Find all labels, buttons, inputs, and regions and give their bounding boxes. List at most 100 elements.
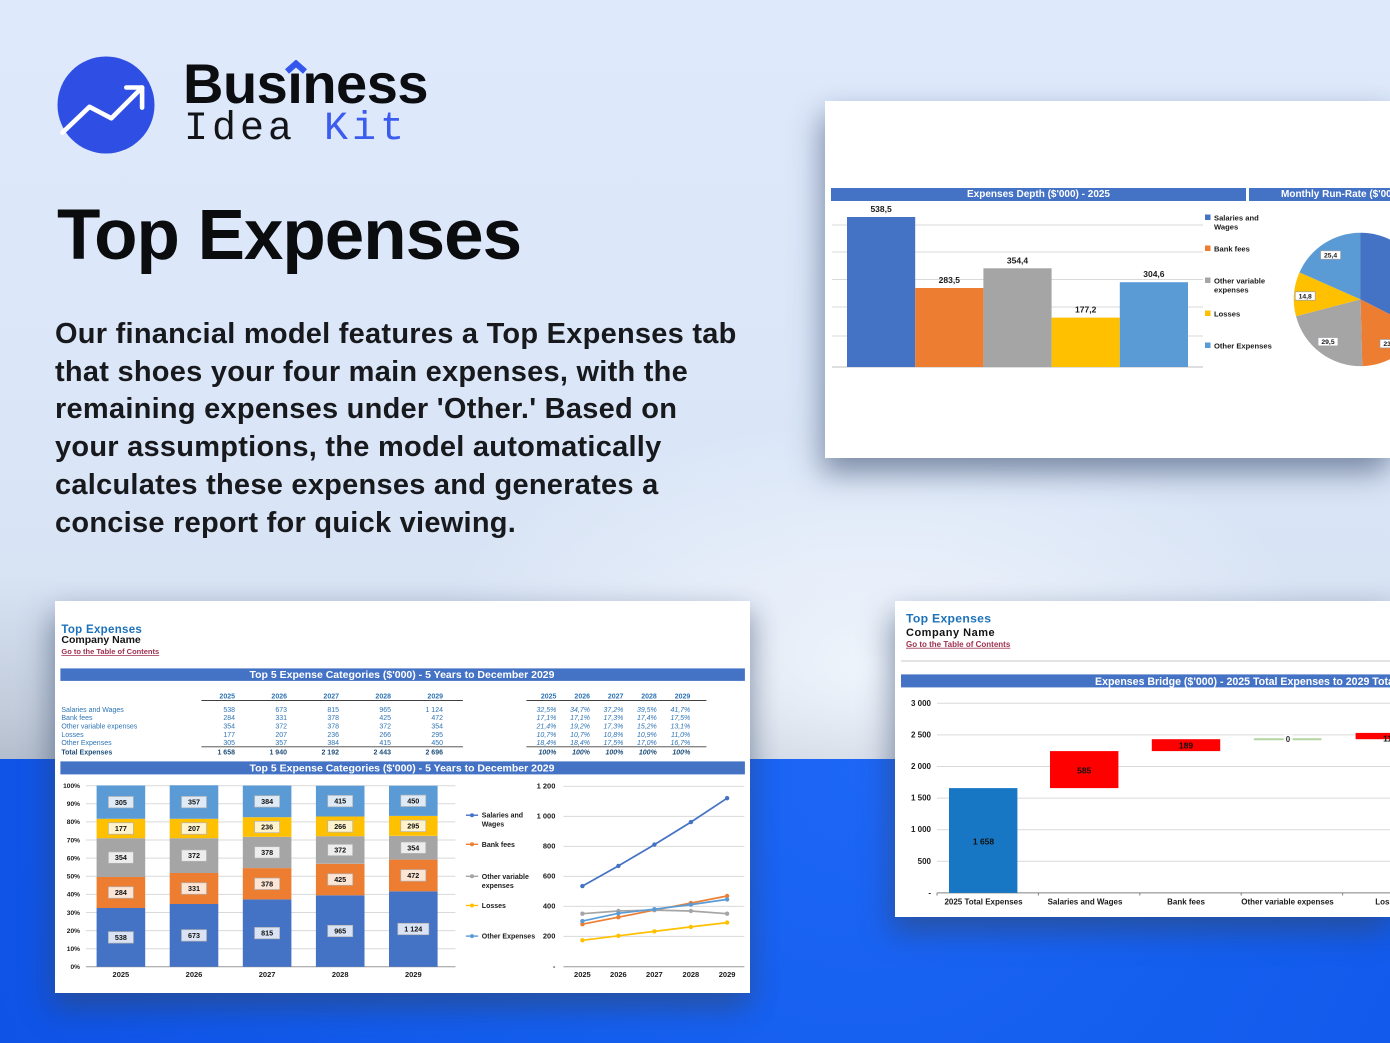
svg-text:1 658: 1 658 [973, 837, 995, 847]
svg-text:100%: 100% [63, 783, 80, 790]
svg-text:17,3%: 17,3% [604, 715, 624, 722]
svg-text:Company Name: Company Name [61, 634, 141, 646]
svg-text:2029: 2029 [675, 694, 691, 701]
svg-text:30%: 30% [67, 910, 80, 917]
svg-text:Losses: Losses [1375, 898, 1390, 907]
svg-text:2025: 2025 [113, 970, 130, 979]
svg-text:expenses: expenses [1214, 286, 1249, 295]
svg-text:372: 372 [334, 846, 346, 855]
svg-text:Salaries and Wages: Salaries and Wages [1048, 898, 1123, 907]
svg-text:50%: 50% [67, 874, 80, 881]
svg-text:305: 305 [115, 798, 127, 807]
svg-text:372: 372 [188, 851, 200, 860]
svg-text:37,2%: 37,2% [604, 707, 624, 714]
svg-text:500: 500 [918, 857, 932, 866]
svg-text:207: 207 [275, 732, 287, 739]
svg-text:2027: 2027 [323, 694, 339, 701]
svg-text:2029: 2029 [719, 970, 736, 979]
svg-text:29,5: 29,5 [1321, 339, 1334, 346]
svg-text:354: 354 [431, 724, 443, 731]
svg-text:Other Expenses: Other Expenses [61, 740, 112, 747]
svg-text:815: 815 [261, 929, 273, 938]
svg-text:100%: 100% [672, 749, 691, 756]
svg-text:800: 800 [543, 842, 556, 851]
svg-text:673: 673 [275, 707, 287, 714]
svg-text:378: 378 [261, 848, 273, 857]
svg-text:357: 357 [188, 798, 200, 807]
svg-text:18,4%: 18,4% [570, 740, 590, 747]
svg-text:21,4%: 21,4% [536, 724, 557, 731]
svg-text:538: 538 [223, 707, 235, 714]
svg-text:425: 425 [379, 715, 391, 722]
svg-text:39,5%: 39,5% [637, 707, 657, 714]
svg-text:18,4%: 18,4% [537, 740, 557, 747]
svg-text:34,7%: 34,7% [570, 707, 590, 714]
svg-text:357: 357 [275, 740, 287, 747]
svg-text:13,1%: 13,1% [670, 724, 690, 731]
svg-text:Company Name: Company Name [906, 627, 995, 639]
svg-text:284: 284 [115, 888, 127, 897]
svg-text:-: - [553, 962, 556, 971]
svg-text:Top Expenses: Top Expenses [61, 624, 142, 636]
svg-text:965: 965 [379, 707, 391, 714]
svg-text:673: 673 [188, 931, 200, 940]
svg-text:Losses: Losses [482, 903, 506, 910]
svg-text:Top Expenses: Top Expenses [906, 612, 991, 626]
svg-text:2025: 2025 [574, 970, 591, 979]
svg-text:400: 400 [543, 902, 556, 911]
svg-text:2027: 2027 [608, 694, 624, 701]
svg-text:189: 189 [1179, 740, 1193, 750]
svg-text:10%: 10% [67, 946, 80, 953]
svg-text:17,5%: 17,5% [670, 715, 690, 722]
svg-text:expenses: expenses [482, 883, 514, 890]
svg-text:472: 472 [407, 871, 419, 880]
svg-text:17,1%: 17,1% [570, 715, 590, 722]
svg-text:1 124: 1 124 [404, 925, 422, 934]
svg-text:354: 354 [223, 724, 235, 731]
svg-text:16,7%: 16,7% [670, 740, 690, 747]
svg-text:538,5: 538,5 [870, 204, 892, 214]
svg-text:Other Expenses: Other Expenses [1214, 342, 1272, 351]
svg-text:2 696: 2 696 [425, 749, 443, 756]
svg-text:600: 600 [543, 872, 556, 881]
svg-text:100%: 100% [538, 749, 557, 756]
svg-text:15,2%: 15,2% [637, 724, 657, 731]
svg-text:41,7%: 41,7% [670, 707, 690, 714]
svg-text:1 658: 1 658 [217, 749, 235, 756]
svg-text:2028: 2028 [641, 694, 657, 701]
svg-text:17,4%: 17,4% [637, 715, 657, 722]
svg-text:2029: 2029 [427, 694, 443, 701]
svg-text:Other variable expenses: Other variable expenses [1241, 898, 1334, 907]
svg-text:2026: 2026 [186, 970, 203, 979]
svg-text:2028: 2028 [332, 970, 349, 979]
svg-text:266: 266 [379, 732, 391, 739]
svg-text:32,5%: 32,5% [537, 707, 557, 714]
svg-text:378: 378 [261, 879, 273, 888]
svg-text:100%: 100% [639, 749, 658, 756]
svg-text:1 200: 1 200 [537, 782, 556, 791]
svg-text:10,8%: 10,8% [604, 732, 624, 739]
svg-text:70%: 70% [67, 837, 80, 844]
svg-text:305: 305 [223, 740, 235, 747]
svg-text:2 443: 2 443 [373, 749, 391, 756]
svg-text:Wages: Wages [1214, 223, 1238, 232]
svg-text:Bank fees: Bank fees [1214, 245, 1250, 254]
svg-text:100%: 100% [605, 749, 624, 756]
svg-text:Other variable expenses: Other variable expenses [61, 724, 137, 731]
svg-text:Salaries and Wages: Salaries and Wages [61, 707, 124, 714]
svg-text:266: 266 [334, 822, 346, 831]
svg-text:Bank fees: Bank fees [482, 842, 515, 849]
svg-text:450: 450 [407, 796, 419, 805]
svg-text:1 500: 1 500 [911, 794, 932, 803]
svg-text:10,7%: 10,7% [537, 732, 557, 739]
svg-text:Bank fees: Bank fees [61, 715, 93, 722]
svg-text:2 000: 2 000 [911, 762, 932, 771]
svg-text:-: - [928, 888, 931, 897]
svg-text:585: 585 [1077, 766, 1091, 776]
svg-text:0%: 0% [70, 964, 80, 971]
svg-text:1 000: 1 000 [537, 812, 556, 821]
svg-text:100%: 100% [572, 749, 591, 756]
svg-text:177,2: 177,2 [1075, 305, 1097, 315]
svg-text:295: 295 [407, 822, 419, 831]
svg-text:Expenses Bridge ($'000) - 2025: Expenses Bridge ($'000) - 2025 Total Exp… [1095, 676, 1390, 688]
